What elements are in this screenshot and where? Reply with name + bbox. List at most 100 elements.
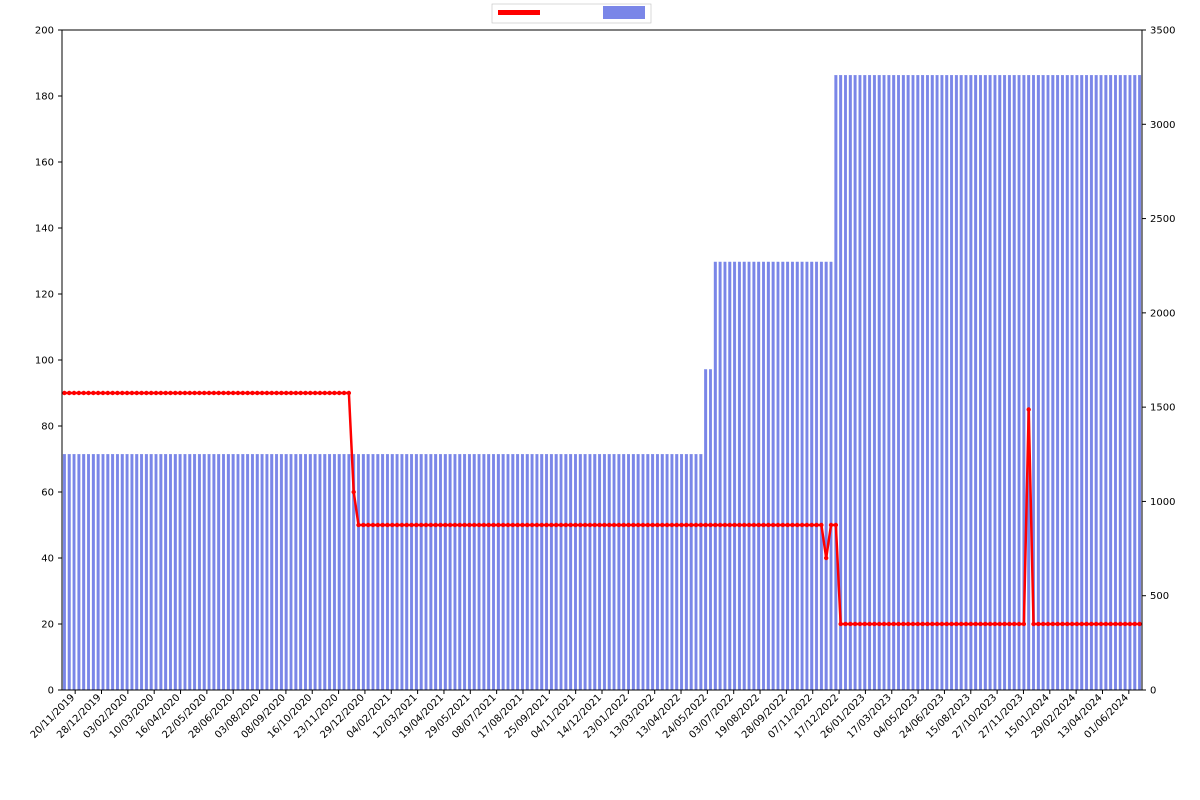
line-marker <box>756 523 760 527</box>
line-marker <box>882 622 886 626</box>
bar <box>222 454 225 690</box>
line-marker <box>1022 622 1026 626</box>
bar <box>685 454 688 690</box>
bar <box>203 454 206 690</box>
bar <box>733 262 736 690</box>
line-marker <box>776 523 780 527</box>
bar <box>82 454 85 690</box>
y-left-tick-label: 160 <box>35 158 54 169</box>
bar <box>704 369 707 690</box>
line-marker <box>332 391 336 395</box>
bar <box>671 454 674 690</box>
bar <box>560 454 563 690</box>
line-marker <box>607 523 611 527</box>
line-marker <box>192 391 196 395</box>
bar <box>656 454 659 690</box>
bar <box>863 75 866 690</box>
y-left-tick-label: 140 <box>35 224 54 235</box>
line-marker <box>1089 622 1093 626</box>
line-marker <box>491 523 495 527</box>
y-left-tick-label: 40 <box>41 554 54 565</box>
bar <box>478 454 481 690</box>
line-marker <box>419 523 423 527</box>
bar <box>916 75 919 690</box>
line-marker <box>62 391 66 395</box>
line-marker <box>1118 622 1122 626</box>
line-marker <box>110 391 114 395</box>
line-marker <box>646 523 650 527</box>
line-marker <box>771 523 775 527</box>
bar <box>781 262 784 690</box>
line-marker <box>530 523 534 527</box>
bar <box>801 262 804 690</box>
line-marker <box>617 523 621 527</box>
bar <box>907 75 910 690</box>
bar <box>883 75 886 690</box>
bar <box>589 454 592 690</box>
line-marker <box>438 523 442 527</box>
bar <box>960 75 963 690</box>
line-marker <box>863 622 867 626</box>
bar <box>135 454 138 690</box>
line-marker <box>554 523 558 527</box>
bar <box>237 454 240 690</box>
line-marker <box>202 391 206 395</box>
bar <box>970 75 973 690</box>
bar <box>213 454 216 690</box>
bar <box>955 75 958 690</box>
line-marker <box>303 391 307 395</box>
line-marker <box>993 622 997 626</box>
bar <box>1119 75 1122 690</box>
bar <box>1066 75 1069 690</box>
line-marker <box>877 622 881 626</box>
line-marker <box>973 622 977 626</box>
bar <box>1027 75 1030 690</box>
line-marker <box>86 391 90 395</box>
line-marker <box>188 391 192 395</box>
bar <box>598 454 601 690</box>
bar <box>661 454 664 690</box>
line-marker <box>988 622 992 626</box>
bar <box>502 454 505 690</box>
bar <box>87 454 90 690</box>
line-marker <box>96 391 100 395</box>
line-marker <box>805 523 809 527</box>
line-marker <box>1070 622 1074 626</box>
line-marker <box>1099 622 1103 626</box>
line-marker <box>703 523 707 527</box>
line-marker <box>154 391 158 395</box>
line-marker <box>351 490 355 494</box>
bar <box>1056 75 1059 690</box>
bar <box>444 454 447 690</box>
line-marker <box>168 391 172 395</box>
line-marker <box>323 391 327 395</box>
line-marker <box>414 523 418 527</box>
bar <box>743 262 746 690</box>
line-marker <box>766 523 770 527</box>
line-marker <box>540 523 544 527</box>
bar <box>931 75 934 690</box>
bar <box>1105 75 1108 690</box>
y-right-tick-label: 500 <box>1150 591 1169 602</box>
bar <box>295 454 298 690</box>
bar <box>974 75 977 690</box>
bar <box>888 75 891 690</box>
line-marker <box>535 523 539 527</box>
bar <box>936 75 939 690</box>
line-marker <box>925 622 929 626</box>
line-marker <box>327 391 331 395</box>
bar <box>772 262 775 690</box>
line-marker <box>631 523 635 527</box>
bar <box>275 454 278 690</box>
bar <box>618 454 621 690</box>
bar <box>738 262 741 690</box>
bar <box>68 454 71 690</box>
bar <box>584 454 587 690</box>
line-marker <box>67 391 71 395</box>
line-marker <box>395 523 399 527</box>
line-marker <box>356 523 360 527</box>
bar <box>449 454 452 690</box>
bar <box>709 369 712 690</box>
line-marker <box>443 523 447 527</box>
bar <box>357 454 360 690</box>
